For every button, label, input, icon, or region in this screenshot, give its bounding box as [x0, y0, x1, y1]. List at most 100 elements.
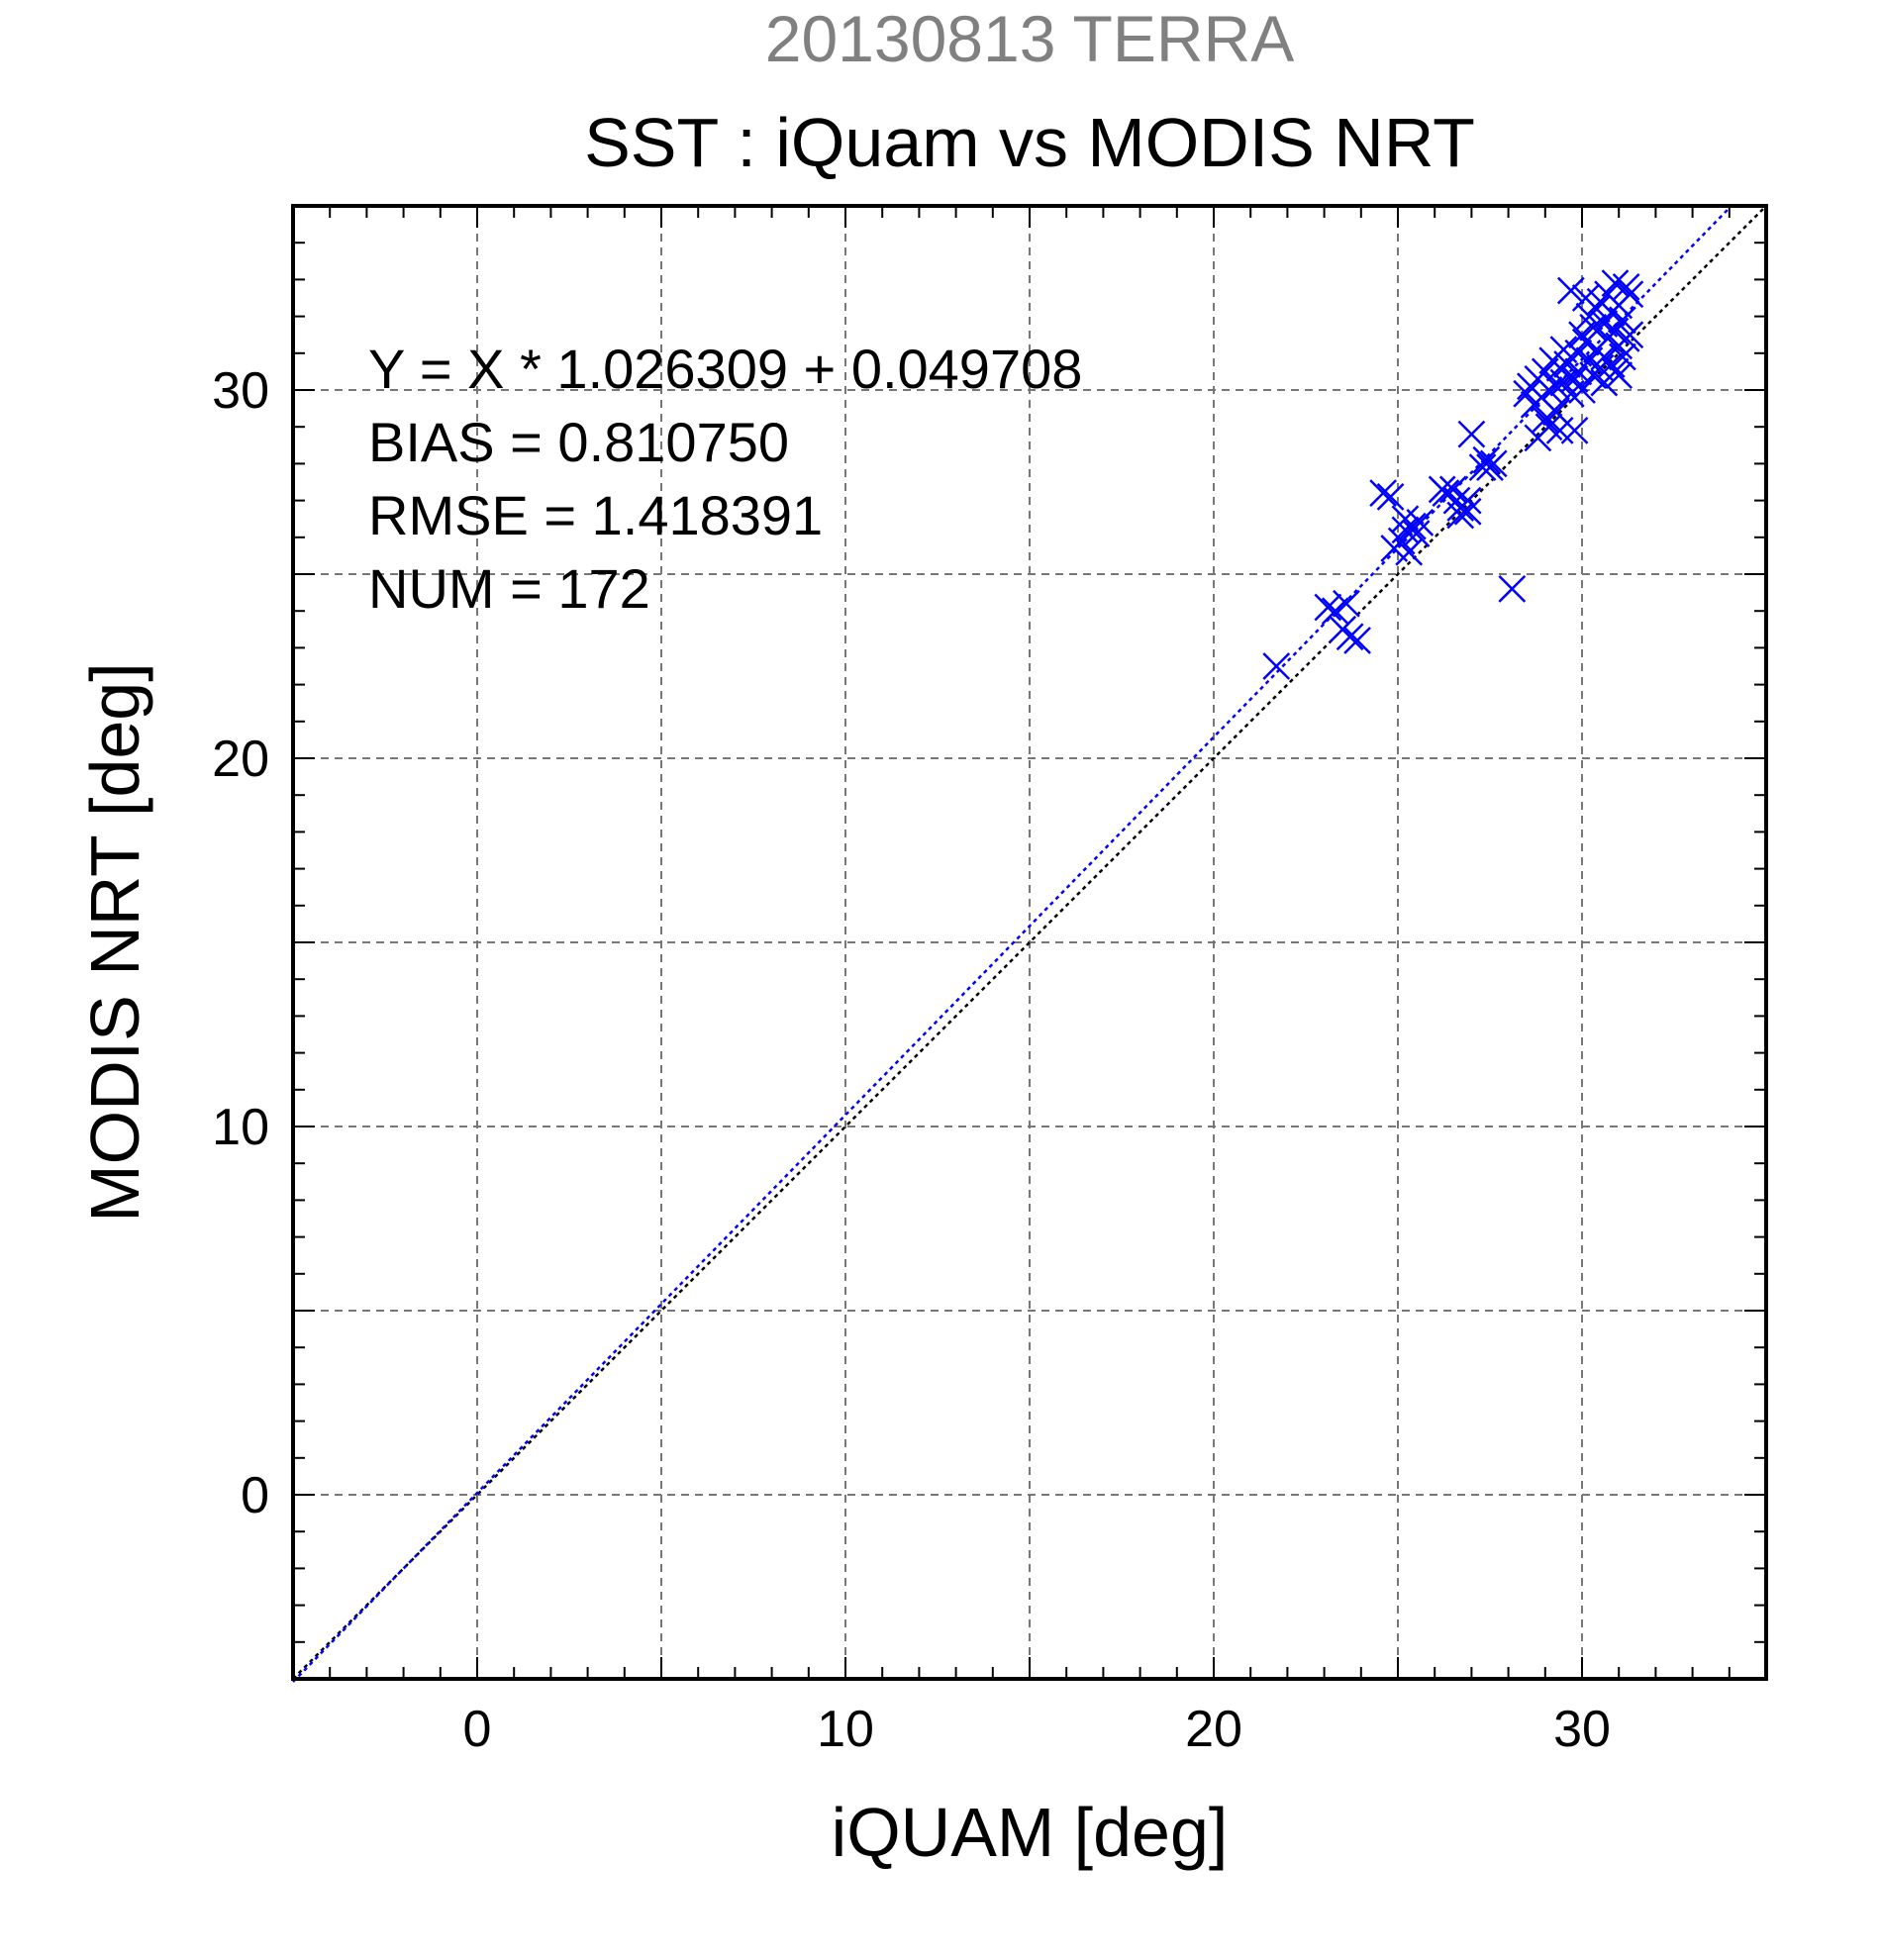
data-point — [1376, 482, 1405, 511]
data-point-stroke — [1262, 652, 1291, 680]
x-tick-label: 0 — [463, 1701, 492, 1758]
data-point — [1391, 516, 1420, 544]
data-point-stroke — [1545, 417, 1574, 444]
y-tick-label: 20 — [212, 731, 269, 788]
data-point-stroke — [1601, 269, 1630, 298]
data-point-stroke — [1398, 512, 1427, 540]
data-point-stroke — [1568, 376, 1596, 404]
data-point-stroke — [1343, 627, 1371, 654]
rmse-value: RMSE = 1.418391 — [368, 484, 823, 546]
data-point-stroke — [1369, 479, 1398, 508]
data-point-stroke — [1333, 589, 1360, 618]
data-point-stroke — [1542, 372, 1570, 401]
data-point — [1590, 368, 1619, 397]
x-tick-label: 10 — [817, 1701, 874, 1758]
data-point-stroke — [1498, 574, 1527, 603]
data-point-stroke — [1549, 368, 1578, 397]
data-point — [1453, 497, 1482, 526]
data-point-stroke — [1534, 376, 1563, 404]
data-point — [1314, 593, 1342, 622]
data-point-stroke — [1542, 398, 1570, 427]
data-point — [1545, 417, 1574, 444]
data-point — [1609, 343, 1636, 371]
data-points — [1262, 269, 1644, 680]
data-point-stroke — [1446, 501, 1475, 530]
data-point-stroke — [1549, 336, 1578, 363]
data-point-stroke — [1453, 486, 1482, 515]
data-point-stroke — [1336, 623, 1364, 651]
data-point — [1438, 475, 1467, 504]
data-point-stroke — [1556, 276, 1585, 305]
data-point — [1398, 512, 1427, 540]
y-tick-label: 0 — [241, 1467, 269, 1524]
data-point — [1616, 321, 1644, 349]
data-point-stroke — [1545, 353, 1574, 382]
x-tick-label: 20 — [1185, 1701, 1242, 1758]
data-point — [1343, 627, 1371, 654]
tick-labels: 0 10 20 30 0 10 20 30 — [212, 362, 1611, 1758]
x-axis-label: iQUAM [deg] — [832, 1794, 1229, 1871]
data-point-stroke — [1457, 420, 1486, 448]
data-point-stroke — [1513, 379, 1541, 408]
data-point — [1616, 280, 1644, 309]
data-point-stroke — [1479, 449, 1508, 478]
data-point — [1395, 538, 1424, 566]
data-point — [1498, 574, 1527, 603]
data-point-stroke — [1376, 482, 1405, 511]
data-point-stroke — [1616, 321, 1644, 349]
data-point-stroke — [1453, 497, 1482, 526]
y-tick-label: 30 — [212, 362, 269, 420]
data-point — [1534, 413, 1563, 441]
data-point-stroke — [1534, 413, 1563, 441]
data-point-stroke — [1612, 272, 1640, 301]
data-point-stroke — [1395, 538, 1424, 566]
data-point — [1568, 376, 1596, 404]
data-point-stroke — [1609, 343, 1636, 371]
data-point — [1479, 449, 1508, 478]
data-point-stroke — [1432, 479, 1460, 508]
data-point — [1612, 272, 1640, 301]
grid — [293, 206, 1766, 1679]
data-point — [1560, 417, 1589, 444]
data-point-stroke — [1609, 306, 1636, 335]
data-point — [1446, 501, 1475, 530]
one-to-one-line — [292, 205, 1767, 1680]
reference-lines — [292, 205, 1767, 1683]
data-point — [1534, 376, 1563, 404]
data-point-stroke — [1402, 520, 1431, 547]
data-point — [1605, 361, 1634, 390]
data-point — [1457, 420, 1486, 448]
y-tick-label: 10 — [212, 1099, 269, 1156]
plot-frame — [291, 204, 1768, 1681]
regression-equation: Y = X * 1.026309 + 0.049708 — [368, 338, 1082, 400]
data-point — [1369, 479, 1398, 508]
data-point — [1333, 589, 1360, 618]
data-point — [1542, 372, 1570, 401]
data-point — [1406, 509, 1435, 537]
data-point — [1262, 652, 1291, 680]
chart-title: SST : iQuam vs MODIS NRT — [584, 104, 1475, 181]
data-point-stroke — [1616, 280, 1644, 309]
data-point-stroke — [1468, 453, 1497, 482]
data-point-stroke — [1582, 295, 1611, 324]
data-point-stroke — [1586, 353, 1615, 382]
data-point — [1402, 520, 1431, 547]
regression-line — [292, 205, 1732, 1683]
x-tick-label: 30 — [1553, 1701, 1611, 1758]
count-value: NUM = 172 — [368, 557, 650, 620]
data-point — [1556, 276, 1585, 305]
date-title: 20130813 TERRA — [765, 2, 1294, 75]
data-point-stroke — [1605, 361, 1634, 390]
data-point-stroke — [1391, 516, 1420, 544]
data-point — [1601, 269, 1630, 298]
data-point-stroke — [1472, 445, 1501, 474]
y-axis-label: MODIS NRT [deg] — [76, 662, 153, 1222]
data-point-stroke — [1560, 364, 1589, 393]
data-point-stroke — [1314, 593, 1342, 622]
data-point — [1579, 313, 1608, 342]
data-point — [1453, 486, 1482, 515]
data-point — [1468, 453, 1497, 482]
data-point-stroke — [1406, 509, 1435, 537]
